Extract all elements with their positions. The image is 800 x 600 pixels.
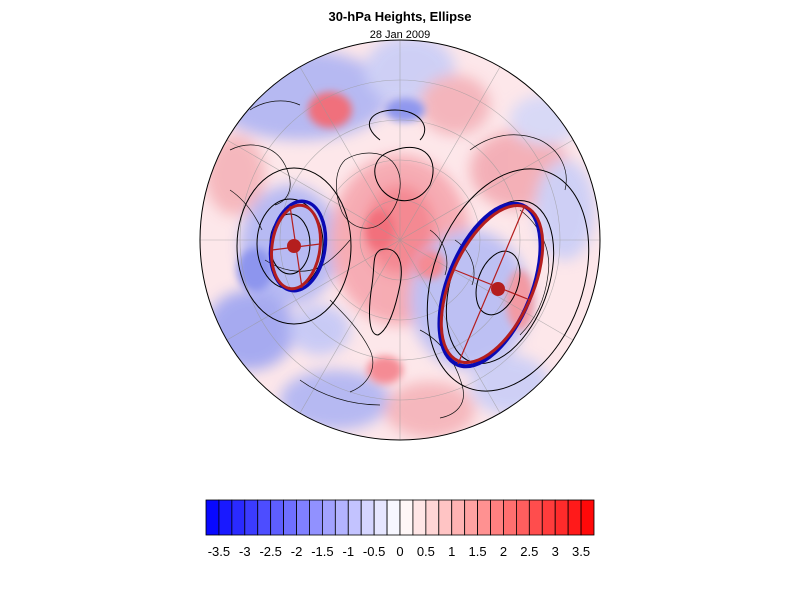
colorbar-box <box>554 499 569 536</box>
colorbar-tick-label: 2.5 <box>520 544 538 559</box>
colorbar-box <box>386 499 401 536</box>
colorbar-box <box>321 499 336 536</box>
globe-outline <box>199 39 601 441</box>
colorbar-box <box>360 499 375 536</box>
colorbar-box <box>477 499 491 536</box>
colorbar-box <box>516 499 530 536</box>
colorbar-box <box>541 499 556 536</box>
map-date: 28 Jan 2009 <box>369 29 431 41</box>
colorbar-tick-label: 1.5 <box>469 544 487 559</box>
colorbar-box <box>257 499 272 536</box>
colorbar-box <box>244 499 259 536</box>
colorbar-boxes <box>205 499 595 536</box>
colorbar-tick-label: -2.5 <box>259 544 281 559</box>
colorbar-box <box>425 499 440 536</box>
red-ellipse-east <box>439 203 545 365</box>
colorbar-box <box>373 499 388 536</box>
map-title: 30-hPa Heights, Ellipse <box>328 9 472 24</box>
colorbar-tick-label: 1 <box>448 544 455 559</box>
colorbar-box <box>283 499 297 536</box>
vortex-centroid-east <box>491 282 505 296</box>
colorbar-tick-label: 3.5 <box>572 544 590 559</box>
colorbar-box <box>334 499 349 536</box>
colorbar-box <box>399 499 414 536</box>
colorbar-box <box>270 499 284 536</box>
colorbar-box <box>451 499 466 536</box>
colorbar-box <box>528 499 543 536</box>
colorbar-box <box>205 499 220 536</box>
colorbar-box <box>580 499 595 536</box>
colorbar-box <box>347 499 362 536</box>
colorbar-tick-label: 2 <box>500 544 507 559</box>
geopotential-contours <box>236 109 590 392</box>
colorbar-tick-label: -1 <box>342 544 354 559</box>
colorbar-box <box>464 499 478 536</box>
colorbar-box <box>296 499 310 536</box>
height-anomaly-field <box>200 40 600 440</box>
vortex-ellipses <box>268 199 545 369</box>
colorbar-box <box>490 499 504 536</box>
colorbar-tick-label: 0 <box>396 544 403 559</box>
red-ellipse-west <box>270 203 322 291</box>
colorbar-box <box>309 499 323 536</box>
colorbar-tick-label: 0.5 <box>417 544 435 559</box>
colorbar-box <box>231 499 246 536</box>
colorbar-box <box>412 499 427 536</box>
colorbar-tick-label: -1.5 <box>311 544 333 559</box>
vortex-centroid-west <box>287 239 301 253</box>
colorbar-box <box>567 499 582 536</box>
colorbar-tick-label: -3.5 <box>208 544 230 559</box>
colorbar-box <box>218 499 233 536</box>
colorbar-tick-label: -0.5 <box>363 544 385 559</box>
colorbar-tick-label: -3 <box>239 544 251 559</box>
colorbar-box <box>438 499 453 536</box>
colorbar-tick-label: 3 <box>552 544 559 559</box>
colorbar-tick-label: -2 <box>291 544 303 559</box>
colorbar-box <box>503 499 517 536</box>
colorbar-labels: -3.5 -3 -2.5 -2 -1.5 -1 -0.5 0 0.5 1 1.5 2 2.5 3 3.5 <box>208 544 590 559</box>
